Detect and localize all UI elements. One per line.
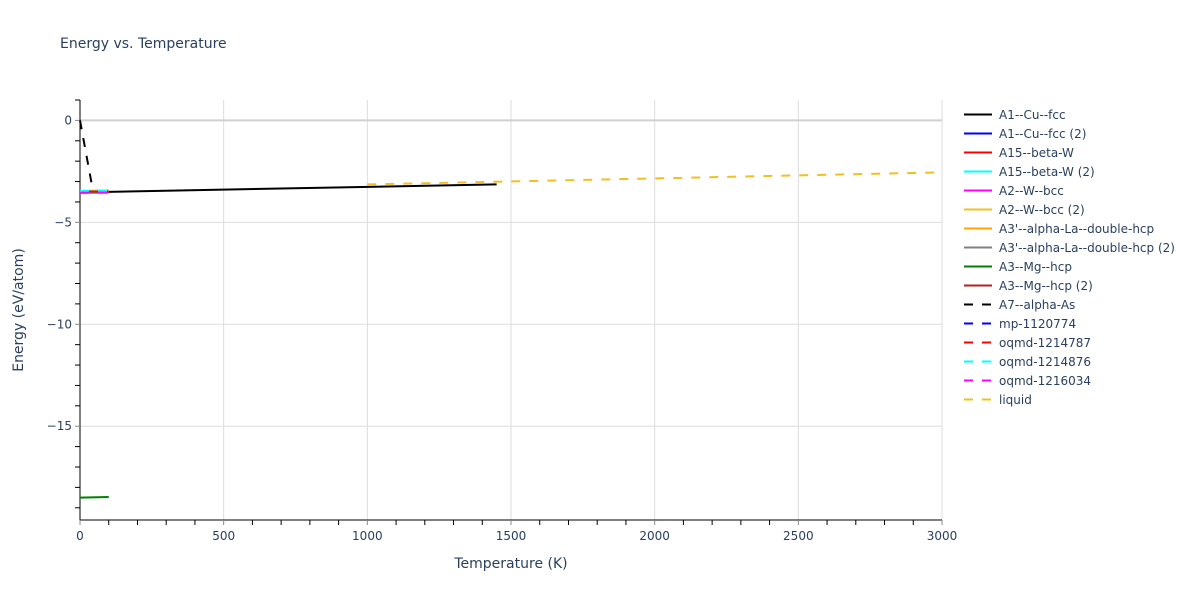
legend-item[interactable]: mp-1120774	[962, 314, 1175, 333]
x-tick-label: 2000	[639, 529, 670, 543]
legend-label: A3'--alpha-La--double-hcp (2)	[999, 240, 1175, 255]
legend-label: oqmd-1214787	[999, 335, 1092, 350]
legend-item[interactable]: liquid	[962, 390, 1175, 409]
x-tick-label: 1500	[496, 529, 527, 543]
legend-item[interactable]: A7--alpha-As	[962, 295, 1175, 314]
legend-swatch-icon	[964, 208, 992, 211]
legend-swatch-icon	[964, 132, 992, 135]
legend-swatch-icon	[964, 189, 992, 192]
x-tick-label: 3000	[927, 529, 958, 543]
legend-item[interactable]: oqmd-1214876	[962, 352, 1175, 371]
legend-item[interactable]: A3--Mg--hcp (2)	[962, 276, 1175, 295]
legend-swatch-icon	[964, 398, 992, 401]
legend-swatch-icon	[964, 379, 992, 382]
legend-swatch-icon	[964, 284, 992, 287]
chart-title: Energy vs. Temperature	[60, 36, 227, 52]
series-a7-alpha-as	[79, 120, 94, 191]
legend: A1--Cu--fcc A1--Cu--fcc (2) A15--beta-W A15…	[962, 105, 1175, 409]
legend-item[interactable]: A3'--alpha-La--double-hcp (2)	[962, 238, 1175, 257]
legend-label: oqmd-1216034	[999, 373, 1092, 388]
x-tick-label: 500	[212, 529, 235, 543]
legend-label: liquid	[999, 392, 1032, 407]
legend-item[interactable]: A1--Cu--fcc	[962, 105, 1175, 124]
legend-swatch-icon	[964, 341, 992, 344]
y-tick-label: 0	[64, 113, 72, 127]
series-a3-mg-hcp	[79, 495, 109, 499]
gridlines	[80, 100, 943, 520]
series-lines	[79, 120, 943, 499]
legend-label: A3--Mg--hcp	[999, 259, 1072, 274]
legend-swatch-icon	[964, 170, 992, 173]
legend-label: oqmd-1214876	[999, 354, 1092, 369]
legend-label: A15--beta-W	[999, 145, 1074, 160]
legend-item[interactable]: A15--beta-W (2)	[962, 162, 1175, 181]
axes: 0 500 1000 1500 2000 2500 3000 0 −5 −10 −15	[47, 99, 958, 543]
x-tick-label: 1000	[352, 529, 383, 543]
legend-swatch-icon	[964, 360, 992, 363]
y-axis-title: Energy (eV/atom)	[11, 248, 27, 372]
legend-label: A1--Cu--fcc (2)	[999, 126, 1087, 141]
legend-item[interactable]: oqmd-1214787	[962, 333, 1175, 352]
series-a1-cu-fcc	[79, 183, 497, 194]
legend-swatch-icon	[964, 113, 992, 116]
legend-label: mp-1120774	[999, 316, 1077, 331]
series-liquid	[367, 171, 943, 186]
y-tick-label: −10	[47, 317, 72, 331]
x-axis-title: Temperature (K)	[453, 556, 567, 572]
legend-label: A2--W--bcc	[999, 183, 1064, 198]
legend-swatch-icon	[964, 303, 992, 306]
legend-swatch-icon	[964, 265, 992, 268]
legend-item[interactable]: A15--beta-W	[962, 143, 1175, 162]
legend-item[interactable]: A2--W--bcc (2)	[962, 200, 1175, 219]
legend-label: A2--W--bcc (2)	[999, 202, 1085, 217]
y-tick-label: −15	[47, 419, 72, 433]
legend-swatch-icon	[964, 246, 992, 249]
legend-label: A3--Mg--hcp (2)	[999, 278, 1093, 293]
x-tick-label: 2500	[783, 529, 814, 543]
legend-label: A7--alpha-As	[999, 297, 1076, 312]
y-tick-label: −5	[54, 215, 72, 229]
legend-item[interactable]: oqmd-1216034	[962, 371, 1175, 390]
x-tick-label: 0	[76, 529, 84, 543]
legend-item[interactable]: A1--Cu--fcc (2)	[962, 124, 1175, 143]
legend-item[interactable]: A3--Mg--hcp	[962, 257, 1175, 276]
legend-item[interactable]: A3'--alpha-La--double-hcp	[962, 219, 1175, 238]
legend-swatch-icon	[964, 151, 992, 154]
legend-item[interactable]: A2--W--bcc	[962, 181, 1175, 200]
legend-swatch-icon	[964, 322, 992, 325]
legend-label: A1--Cu--fcc	[999, 107, 1066, 122]
legend-label: A15--beta-W (2)	[999, 164, 1095, 179]
legend-swatch-icon	[964, 227, 992, 230]
legend-label: A3'--alpha-La--double-hcp	[999, 221, 1155, 236]
